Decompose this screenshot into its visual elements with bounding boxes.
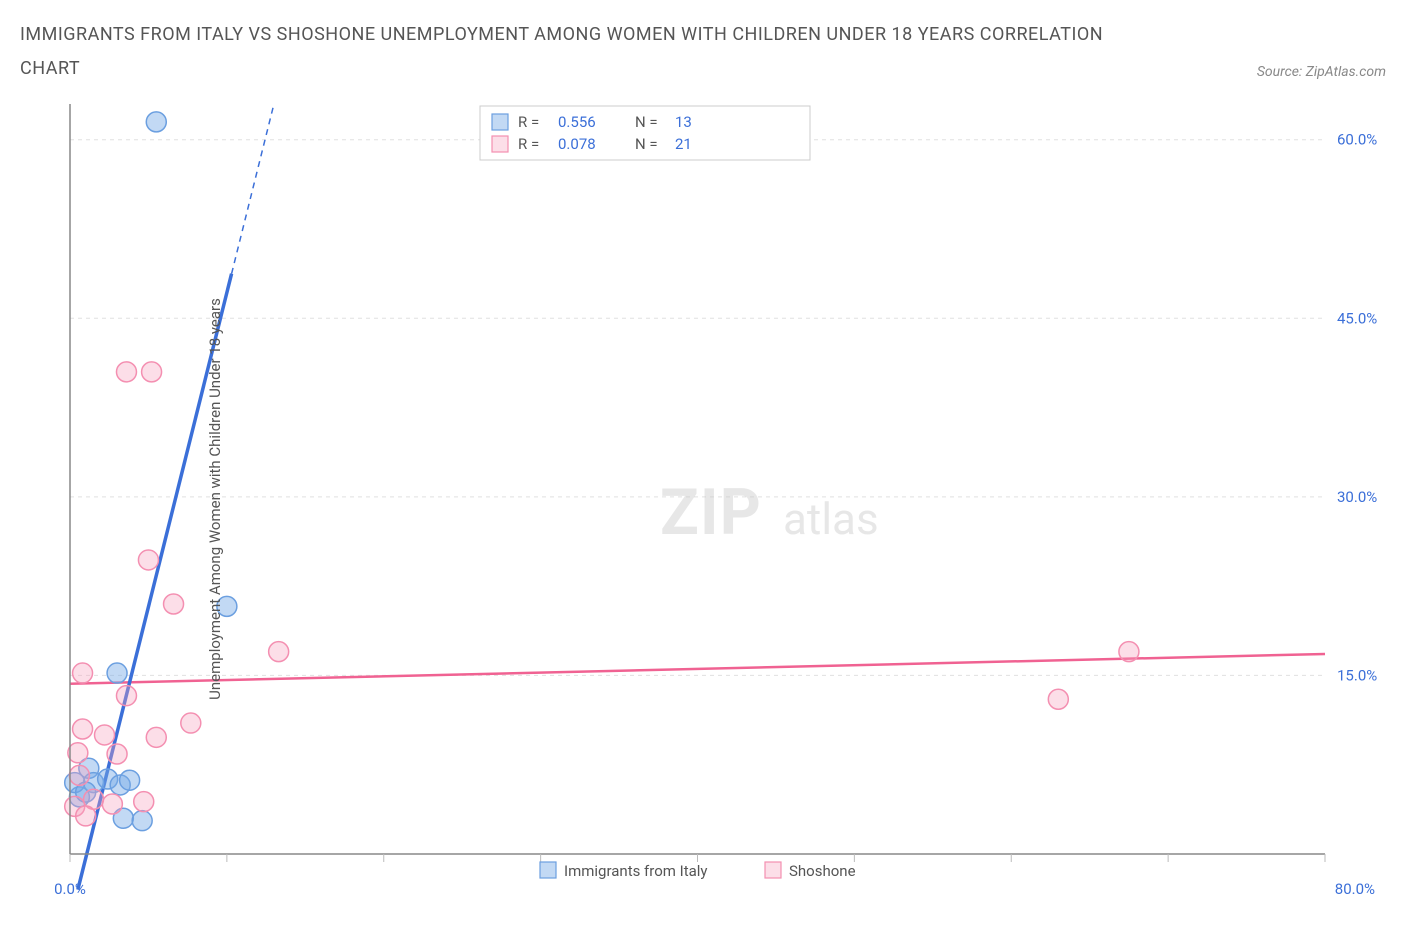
y-tick-label: 15.0% — [1337, 667, 1377, 685]
data-point — [107, 663, 127, 683]
data-point — [107, 744, 127, 764]
trend-line-italy-extrapolated — [232, 104, 274, 274]
x-legend-label-italy: Immigrants from Italy — [564, 862, 708, 880]
data-point — [68, 743, 88, 763]
header-row: IMMIGRANTS FROM ITALY VS SHOSHONE UNEMPL… — [20, 18, 1386, 86]
y-tick-label: 30.0% — [1337, 488, 1377, 506]
legend-n-value-italy: 13 — [675, 113, 692, 131]
data-point — [1048, 690, 1068, 710]
data-point — [181, 713, 201, 733]
chart-container: Unemployment Among Women with Children U… — [20, 94, 1386, 904]
data-point — [134, 792, 154, 812]
correlation-chart: 15.0% 30.0% 45.0% 60.0% ZIP atlas 0.0% 80.0% R =… — [20, 94, 1380, 904]
data-point — [116, 362, 136, 382]
legend-r-value-italy: 0.556 — [558, 113, 596, 131]
data-point — [146, 112, 166, 132]
data-point — [138, 550, 158, 570]
data-point — [146, 728, 166, 748]
data-point — [69, 766, 89, 786]
data-point — [76, 806, 96, 826]
legend-n-label: N = — [635, 135, 658, 153]
data-point — [73, 719, 93, 739]
y-tick-label: 60.0% — [1337, 131, 1377, 149]
data-point — [142, 362, 162, 382]
legend-n-value-shoshone: 21 — [675, 135, 692, 153]
chart-title: IMMIGRANTS FROM ITALY VS SHOSHONE UNEMPL… — [20, 18, 1120, 86]
data-point — [164, 594, 184, 614]
legend-n-label: N = — [635, 113, 658, 131]
legend-swatch-italy — [492, 114, 508, 130]
x-legend-swatch-italy — [540, 862, 556, 878]
x-tick-label: 0.0% — [54, 880, 86, 898]
data-point — [102, 794, 122, 814]
x-tick-label: 80.0% — [1335, 880, 1375, 898]
x-legend-label-shoshone: Shoshone — [789, 862, 856, 880]
legend-r-label: R = — [518, 113, 539, 131]
y-axis-label: Unemployment Among Women with Children U… — [206, 299, 224, 701]
legend-r-value-shoshone: 0.078 — [558, 135, 596, 153]
data-point — [73, 663, 93, 683]
data-point — [132, 811, 152, 831]
watermark: atlas — [783, 493, 879, 545]
legend-swatch-shoshone — [492, 136, 508, 152]
legend-r-label: R = — [518, 135, 539, 153]
data-point — [120, 771, 140, 791]
y-tick-label: 45.0% — [1337, 310, 1377, 328]
data-point — [269, 642, 289, 662]
data-point — [1119, 642, 1139, 662]
data-point — [116, 686, 136, 706]
data-point — [95, 725, 115, 745]
x-legend-swatch-shoshone — [765, 862, 781, 878]
source-label: Source: ZipAtlas.com — [1257, 64, 1386, 86]
watermark: ZIP — [660, 475, 762, 550]
